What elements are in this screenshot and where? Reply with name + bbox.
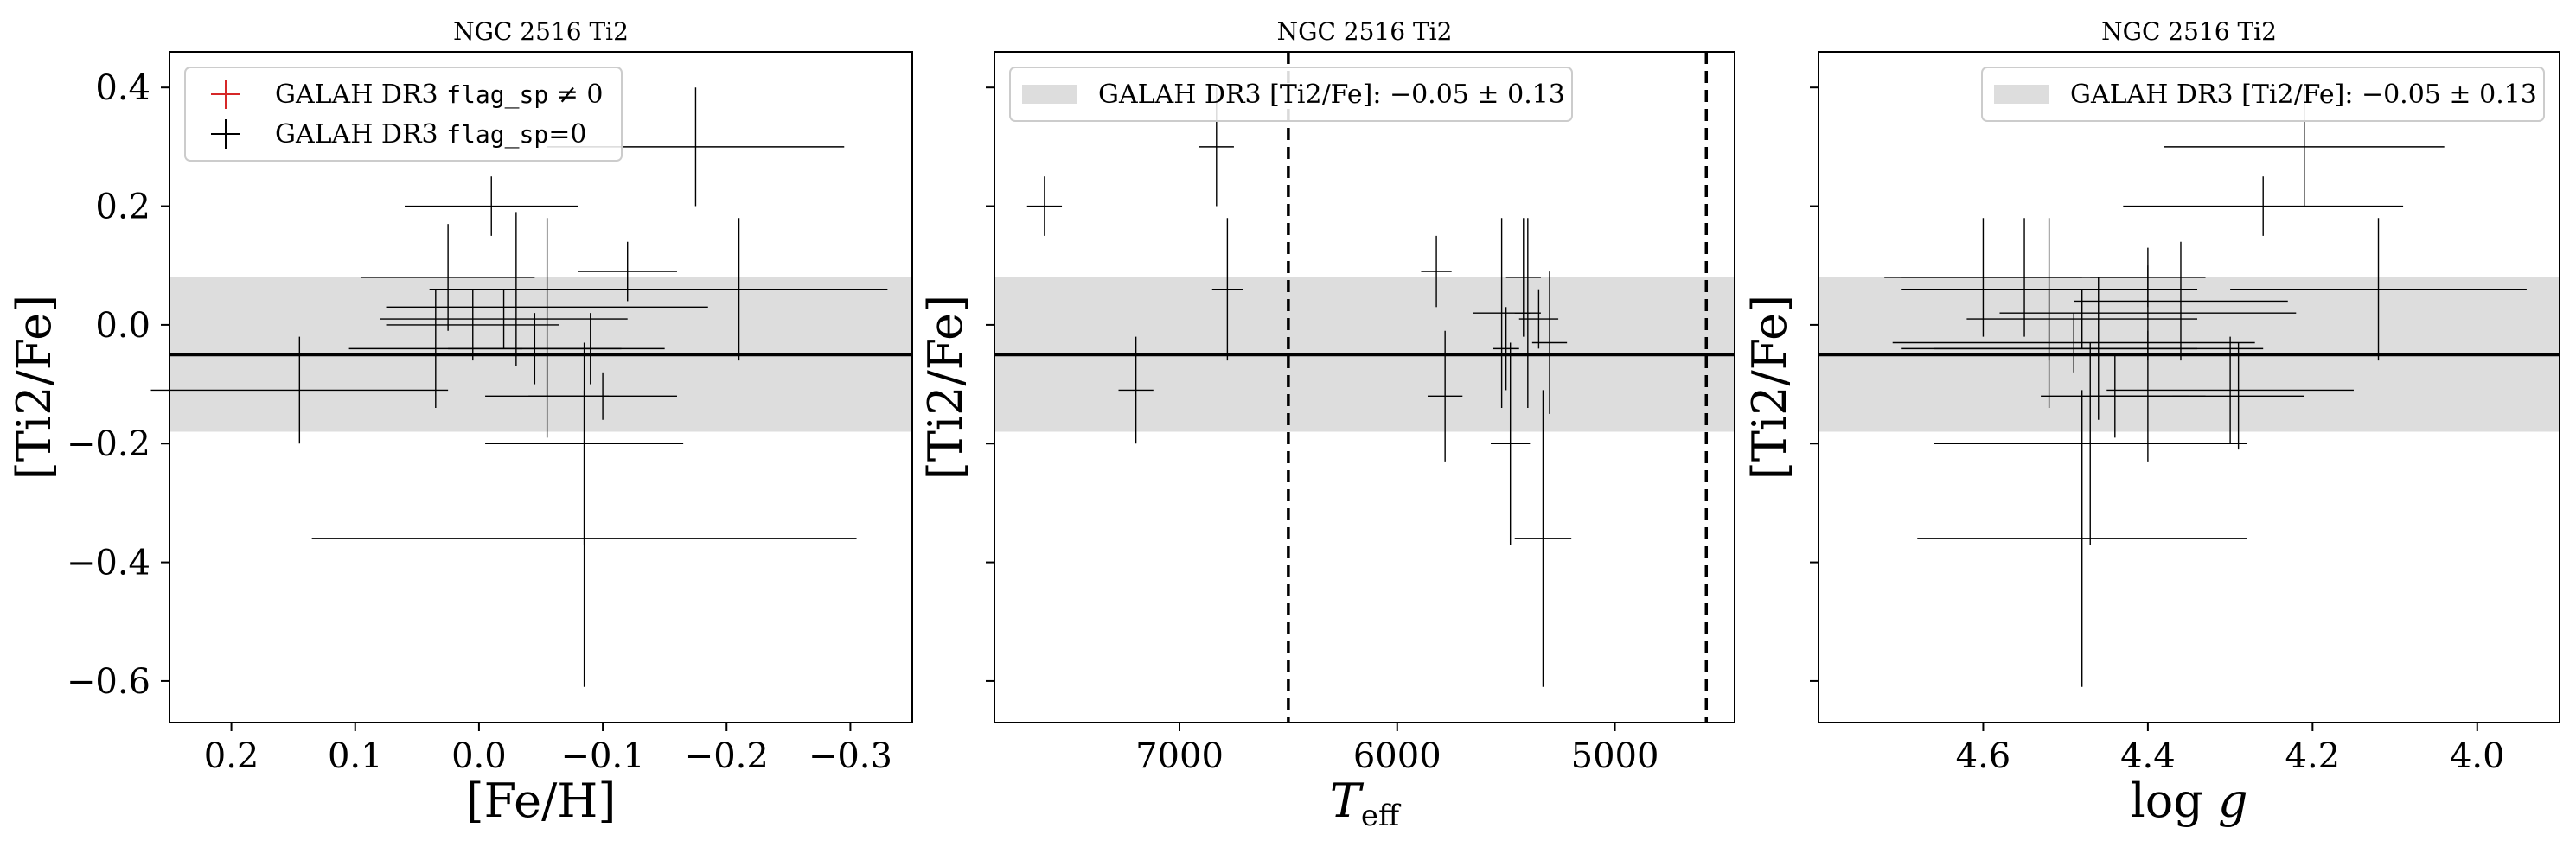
y-tick-label: −0.4 <box>67 544 150 583</box>
x-tick-label: 4.4 <box>2120 736 2176 776</box>
x-axis-label-subscript: eff <box>1361 799 1402 833</box>
data-point <box>1884 218 2082 337</box>
x-tick-label: 5000 <box>1571 736 1659 776</box>
legend-label-mono: flag_sp <box>446 120 548 150</box>
data-point <box>1118 336 1154 444</box>
x-tick-label: 0.2 <box>204 736 259 776</box>
data-point <box>1421 235 1452 308</box>
legend-label: GALAH DR3 flag_sp ≠ 0 <box>275 80 604 110</box>
x-tick-label: 4.6 <box>1956 736 2011 776</box>
data-point <box>590 218 888 361</box>
legend-label-text: GALAH DR3 [Ti2/Fe]: −0.05 ± 0.13 <box>2070 80 2537 110</box>
data-point <box>361 224 535 331</box>
panel-2: 7000 6000 5000 NGC 2516 Ti2 Teff [Ti2/Fe] GALA… <box>918 17 1735 833</box>
data-point <box>1505 218 1541 337</box>
data-point <box>1514 390 1572 687</box>
data-point <box>150 336 449 444</box>
panel-title: NGC 2516 Ti2 <box>2101 17 2277 46</box>
legend: GALAH DR3 [Ti2/Fe]: −0.05 ± 0.13 <box>1981 67 2545 122</box>
legend-label-text: GALAH DR3 <box>275 119 446 150</box>
legend-label-mono: flag_sp <box>446 80 548 110</box>
legend-label: GALAH DR3 [Ti2/Fe]: −0.05 ± 0.13 <box>1098 80 1565 110</box>
data-point <box>1211 218 1243 361</box>
legend-box <box>184 67 623 162</box>
data-point <box>405 176 578 236</box>
data-point <box>1514 218 1541 409</box>
legend-label-suffix: =0 <box>548 119 586 150</box>
y-tick-label: −0.2 <box>67 424 150 464</box>
data-point <box>1917 390 2247 687</box>
x-tick-label: 0.0 <box>451 736 507 776</box>
x-tick-label: 4.0 <box>2450 736 2505 776</box>
data-point <box>1934 342 2247 544</box>
y-tick-label: 0.0 <box>95 306 150 346</box>
legend-box <box>1981 67 2545 122</box>
data-point <box>1966 289 2198 349</box>
legend-label-suffix: ≠ 0 <box>548 80 603 110</box>
data-point <box>1026 176 1063 236</box>
data-point <box>429 212 604 366</box>
x-axis-label-g: g <box>2218 774 2248 828</box>
legend-patch <box>1994 85 2049 104</box>
x-tick-label: 4.2 <box>2285 736 2341 776</box>
x-tick-label: −0.2 <box>685 736 769 776</box>
legend-box <box>1009 67 1573 122</box>
panel-title: NGC 2516 Ti2 <box>453 17 629 46</box>
data-point <box>1518 289 1559 349</box>
x-tick-label: 6000 <box>1353 736 1441 776</box>
axes-frame <box>1818 51 2560 723</box>
x-tick-label: −0.3 <box>809 736 892 776</box>
data-point <box>2230 218 2527 361</box>
x-tick-label: −0.1 <box>561 736 645 776</box>
data-point <box>1428 330 1463 462</box>
axes-frame <box>994 51 1735 723</box>
x-axis-label-symbol: T <box>1330 774 1365 828</box>
panel-title: NGC 2516 Ti2 <box>1277 17 1453 46</box>
axes-frame <box>169 51 913 723</box>
data-point <box>311 390 857 687</box>
data-point <box>1531 271 1568 414</box>
legend: GALAH DR3 [Ti2/Fe]: −0.05 ± 0.13 <box>1009 67 1573 122</box>
data-point <box>578 241 677 302</box>
panel-1: 0.2 0.1 0.0 −0.1 −0.2 −0.3 0.4 0.2 0.0 −0.2 −0.4 −0… <box>7 17 913 828</box>
x-axis-label: [Fe/H] <box>466 774 617 828</box>
y-axis-label: [Ti2/Fe] <box>918 295 973 480</box>
data-point <box>1491 342 1531 544</box>
data-point <box>1892 313 2255 373</box>
legend-label-text: GALAH DR3 [Ti2/Fe]: −0.05 ± 0.13 <box>1098 80 1565 110</box>
y-axis-label: [Ti2/Fe] <box>7 295 61 480</box>
x-tick-label: 7000 <box>1135 736 1224 776</box>
legend-patch <box>1022 85 1077 104</box>
data-point <box>2106 336 2354 444</box>
data-point <box>528 372 677 420</box>
x-axis-label: Teff <box>1330 774 1402 833</box>
x-axis-label-log: log <box>2130 774 2218 828</box>
legend-label-text: GALAH DR3 <box>275 80 446 110</box>
legend-label: GALAH DR3 flag_sp=0 <box>275 119 586 150</box>
data-point <box>515 313 665 385</box>
y-tick-label: 0.4 <box>95 68 150 108</box>
data-point <box>2074 241 2288 361</box>
y-tick-label: 0.2 <box>95 188 150 227</box>
data-point <box>2090 330 2206 462</box>
y-axis-label: [Ti2/Fe] <box>1742 295 1797 480</box>
x-tick-label: 0.1 <box>328 736 383 776</box>
panel-3: 4.6 4.4 4.2 4.0 NGC 2516 Ti2 log g [Ti2/Fe] GAL… <box>1742 17 2560 828</box>
legend-label: GALAH DR3 [Ti2/Fe]: −0.05 ± 0.13 <box>2070 80 2537 110</box>
data-point <box>380 289 628 349</box>
x-axis-label: log g <box>2130 774 2247 828</box>
y-tick-label: −0.6 <box>67 662 150 702</box>
data-point <box>1493 307 1519 391</box>
data-point <box>2123 176 2404 236</box>
